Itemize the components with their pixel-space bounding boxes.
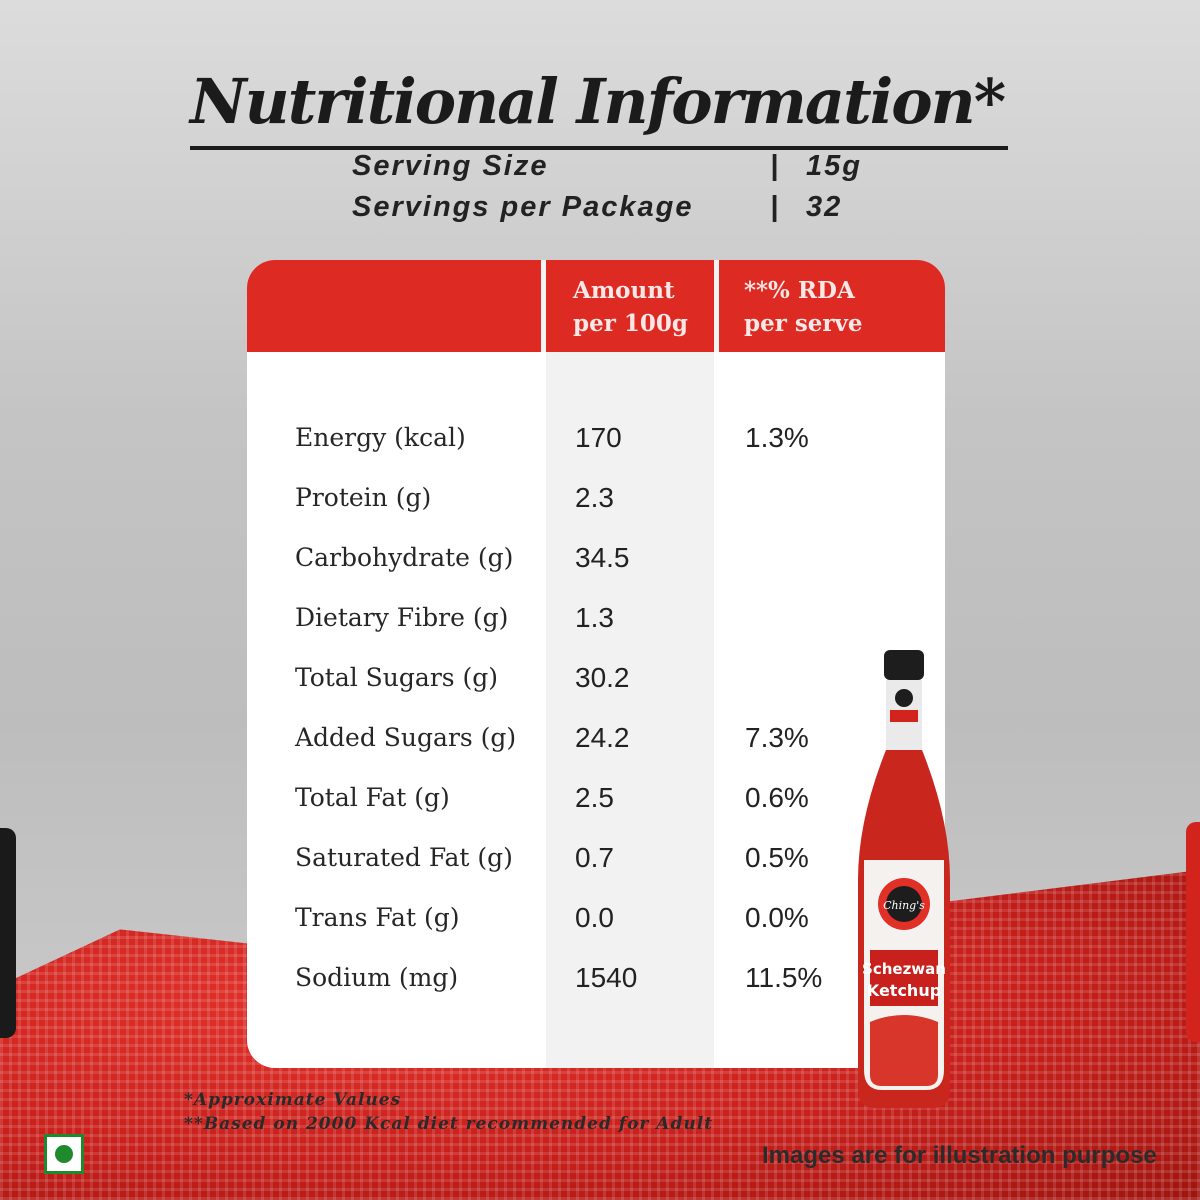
servings-per-package-row: Servings per Package | 32 xyxy=(352,191,1050,232)
serving-size-row: Serving Size | 15g xyxy=(352,150,1050,191)
table-row: Trans Fat (g) 0.0 0.0% xyxy=(247,898,945,958)
nutrient-rda: 7.3% xyxy=(745,722,809,753)
nutrient-amount: 34.5 xyxy=(575,542,630,573)
nutrient-amount: 170 xyxy=(575,422,622,453)
page-title: Nutritional Information* xyxy=(190,62,1008,150)
nutrient-amount: 0.7 xyxy=(575,842,614,873)
veg-mark-icon xyxy=(44,1134,84,1174)
ketchup-bottle-image: Ching's Schezwan Ketchup xyxy=(858,650,950,1108)
header-divider xyxy=(714,260,719,352)
nutrient-amount: 24.2 xyxy=(575,722,630,753)
nutrient-name: Total Sugars (g) xyxy=(295,663,499,692)
nutrient-amount: 2.3 xyxy=(575,482,614,513)
header-amount-line2: per 100g xyxy=(573,310,688,337)
footnote-rda-basis: **Based on 2000 Kcal diet recommended fo… xyxy=(184,1114,714,1134)
header-amount: Amount per 100g xyxy=(573,274,688,340)
bottle-name-line1: Schezwan xyxy=(862,960,946,978)
amount-column-band xyxy=(546,352,714,1068)
nutrient-name: Saturated Fat (g) xyxy=(295,843,513,872)
serving-info: Serving Size | 15g Servings per Package … xyxy=(352,150,892,232)
bottle-brand-text: Ching's xyxy=(883,899,925,912)
header-rda: **% RDA per serve xyxy=(744,274,863,340)
nutrient-rda: 11.5% xyxy=(745,962,823,993)
footnote-approx: *Approximate Values xyxy=(184,1090,402,1110)
nutrient-name: Protein (g) xyxy=(295,483,432,512)
nutrient-name: Dietary Fibre (g) xyxy=(295,603,509,632)
nutrient-name: Sodium (mg) xyxy=(295,963,459,992)
table-row: Protein (g) 2.3 xyxy=(247,478,945,538)
serving-size-value: 15g xyxy=(806,150,862,182)
table-row: Total Fat (g) 2.5 0.6% xyxy=(247,778,945,838)
nutrient-amount: 1.3 xyxy=(575,602,614,633)
table-row: Sodium (mg) 1540 11.5% xyxy=(247,958,945,1018)
serving-size-label: Serving Size xyxy=(352,150,549,182)
left-edge-decoration xyxy=(0,828,16,1038)
nutrient-amount: 1540 xyxy=(575,962,638,993)
servings-per-package-value: 32 xyxy=(806,191,843,223)
header-rda-line2: per serve xyxy=(744,310,863,337)
nutrient-amount: 30.2 xyxy=(575,662,630,693)
table-row: Saturated Fat (g) 0.7 0.5% xyxy=(247,838,945,898)
nutrient-name: Total Fat (g) xyxy=(295,783,450,812)
table-row: Carbohydrate (g) 34.5 xyxy=(247,538,945,598)
servings-per-package-label: Servings per Package xyxy=(352,191,694,223)
nutrient-name: Energy (kcal) xyxy=(295,423,466,452)
veg-dot xyxy=(55,1145,73,1163)
table-row: Total Sugars (g) 30.2 xyxy=(247,658,945,718)
table-row: Energy (kcal) 170 1.3% xyxy=(247,418,945,478)
table-row: Added Sugars (g) 24.2 7.3% xyxy=(247,718,945,778)
nutrient-rda: 1.3% xyxy=(745,422,809,453)
serving-size-separator: | xyxy=(770,150,781,182)
header-amount-line1: Amount xyxy=(573,277,675,304)
nutrient-amount: 0.0 xyxy=(575,902,614,933)
header-rda-line1: **% RDA xyxy=(744,277,855,304)
servings-per-package-separator: | xyxy=(770,191,781,223)
nutrient-rda: 0.6% xyxy=(745,782,809,813)
nutrient-name: Trans Fat (g) xyxy=(295,903,460,932)
header-divider xyxy=(541,260,546,352)
nutrient-amount: 2.5 xyxy=(575,782,614,813)
nutrient-rda: 0.0% xyxy=(745,902,809,933)
right-edge-decoration xyxy=(1186,822,1200,1042)
table-row: Dietary Fibre (g) 1.3 xyxy=(247,598,945,658)
nutrient-name: Added Sugars (g) xyxy=(295,723,517,752)
nutrition-table: Amount per 100g **% RDA per serve Energy… xyxy=(247,260,945,1068)
illustration-disclaimer: Images are for illustration purpose xyxy=(762,1142,1157,1169)
nutrient-name: Carbohydrate (g) xyxy=(295,543,514,572)
bottle-name-line2: Ketchup xyxy=(867,981,941,1000)
table-header: Amount per 100g **% RDA per serve xyxy=(247,260,945,352)
nutrient-rda: 0.5% xyxy=(745,842,809,873)
